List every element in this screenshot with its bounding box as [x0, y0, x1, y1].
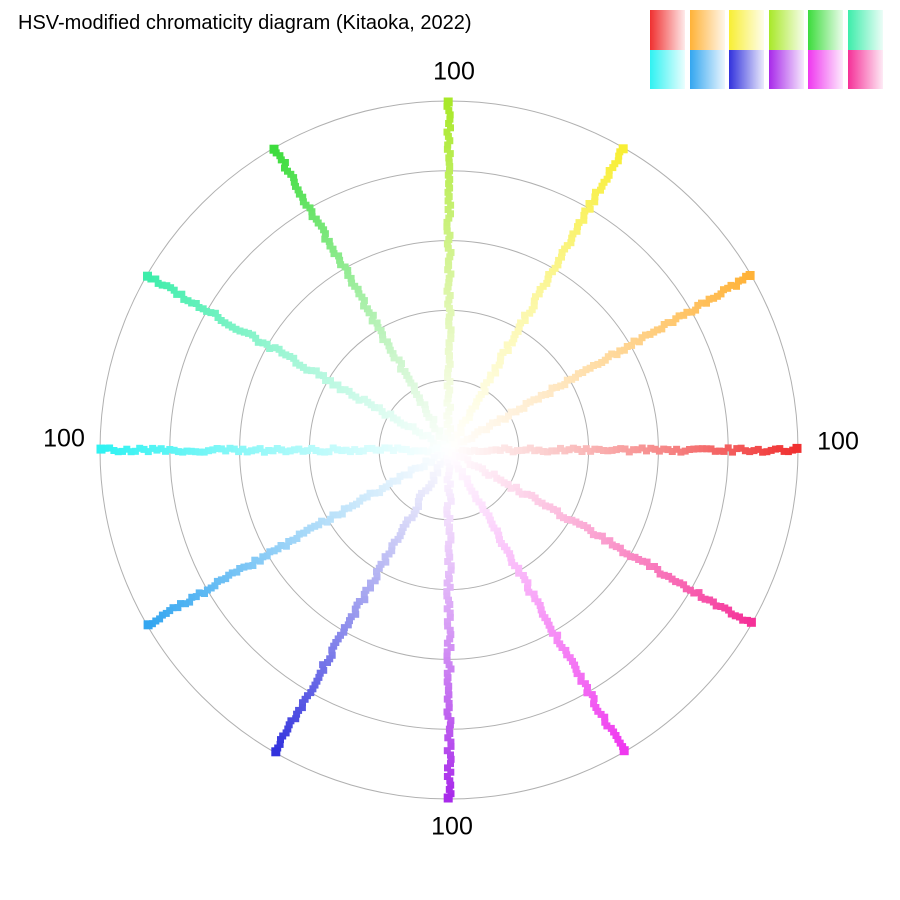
legend-swatch-orange — [689, 10, 725, 50]
color-ray-azure — [143, 448, 449, 630]
color-ray-yellow — [448, 144, 628, 451]
legend-swatch-chartreuse — [768, 10, 804, 50]
color-ray-green — [269, 144, 450, 451]
legend-swatch-azure — [689, 49, 725, 89]
hue-legend — [650, 10, 888, 89]
color-ray-blue — [271, 451, 453, 757]
color-ray-rose — [448, 449, 756, 627]
radial-axis-label-bottom: 100 — [431, 812, 473, 841]
legend-swatch-rose — [848, 49, 883, 89]
legend-swatch-magenta — [808, 49, 844, 89]
legend-swatch-violet — [768, 49, 804, 89]
legend-swatch-cyan — [650, 49, 685, 89]
legend-swatch-yellow — [729, 10, 765, 50]
color-ray-cyan — [96, 444, 449, 456]
color-ray-red — [449, 443, 802, 456]
radial-axis-label-right: 100 — [817, 427, 859, 456]
legend-swatch-red — [650, 10, 685, 50]
page-title: HSV-modified chromaticity diagram (Kitao… — [18, 12, 472, 34]
color-ray-orange — [448, 271, 755, 451]
legend-swatch-blue — [729, 49, 765, 89]
legend-swatch-green — [808, 10, 844, 50]
radial-axis-label-top: 100 — [433, 57, 475, 86]
radial-axis-label-left: 100 — [43, 424, 85, 453]
color-ray-chartreuse — [443, 97, 455, 450]
legend-swatch-spring-green — [848, 10, 883, 50]
color-ray-violet — [443, 450, 455, 803]
